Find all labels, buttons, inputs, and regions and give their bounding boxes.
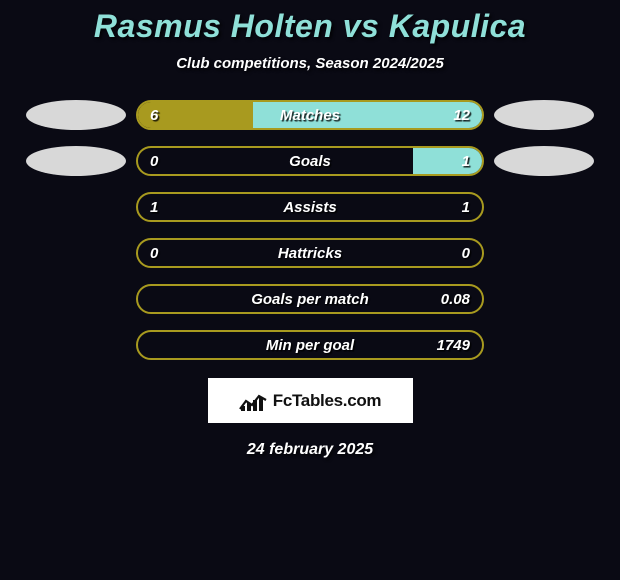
stat-row: Goals per match0.08 [0,284,620,314]
stat-bar: Min per goal1749 [136,330,484,360]
stat-value-right: 0 [462,240,470,266]
fctables-logo-icon [239,390,267,412]
stat-value-right: 1749 [437,332,470,358]
stat-label: Goals per match [138,286,482,312]
stat-rows: 6Matches120Goals11Assists10Hattricks0Goa… [0,100,620,360]
stat-row: 6Matches12 [0,100,620,130]
stat-value-right: 1 [462,194,470,220]
logo-box: FcTables.com [208,378,413,423]
stat-value-right: 0.08 [441,286,470,312]
page-subtitle: Club competitions, Season 2024/2025 [176,55,444,72]
player-left-avatar [26,146,126,176]
stat-label: Goals [138,148,482,174]
stat-label: Assists [138,194,482,220]
stat-bar: 0Hattricks0 [136,238,484,268]
player-right-avatar [494,100,594,130]
stat-label: Matches [138,102,482,128]
player-left-avatar [26,100,126,130]
logo-text: FcTables.com [273,391,382,411]
stat-row: 0Goals1 [0,146,620,176]
stat-value-right: 1 [462,148,470,174]
stat-row: 0Hattricks0 [0,238,620,268]
date-label: 24 february 2025 [247,441,373,459]
stat-label: Min per goal [138,332,482,358]
stat-bar: 6Matches12 [136,100,484,130]
stat-bar: 0Goals1 [136,146,484,176]
stat-label: Hattricks [138,240,482,266]
stat-row: Min per goal1749 [0,330,620,360]
page-title: Rasmus Holten vs Kapulica [94,8,526,45]
stat-bar: 1Assists1 [136,192,484,222]
player-right-avatar [494,146,594,176]
stat-value-right: 12 [453,102,470,128]
stat-row: 1Assists1 [0,192,620,222]
stat-bar: Goals per match0.08 [136,284,484,314]
